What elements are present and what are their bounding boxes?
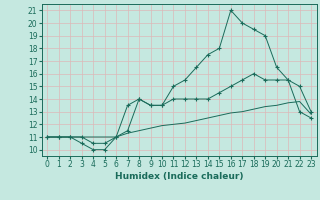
X-axis label: Humidex (Indice chaleur): Humidex (Indice chaleur) <box>115 172 244 181</box>
